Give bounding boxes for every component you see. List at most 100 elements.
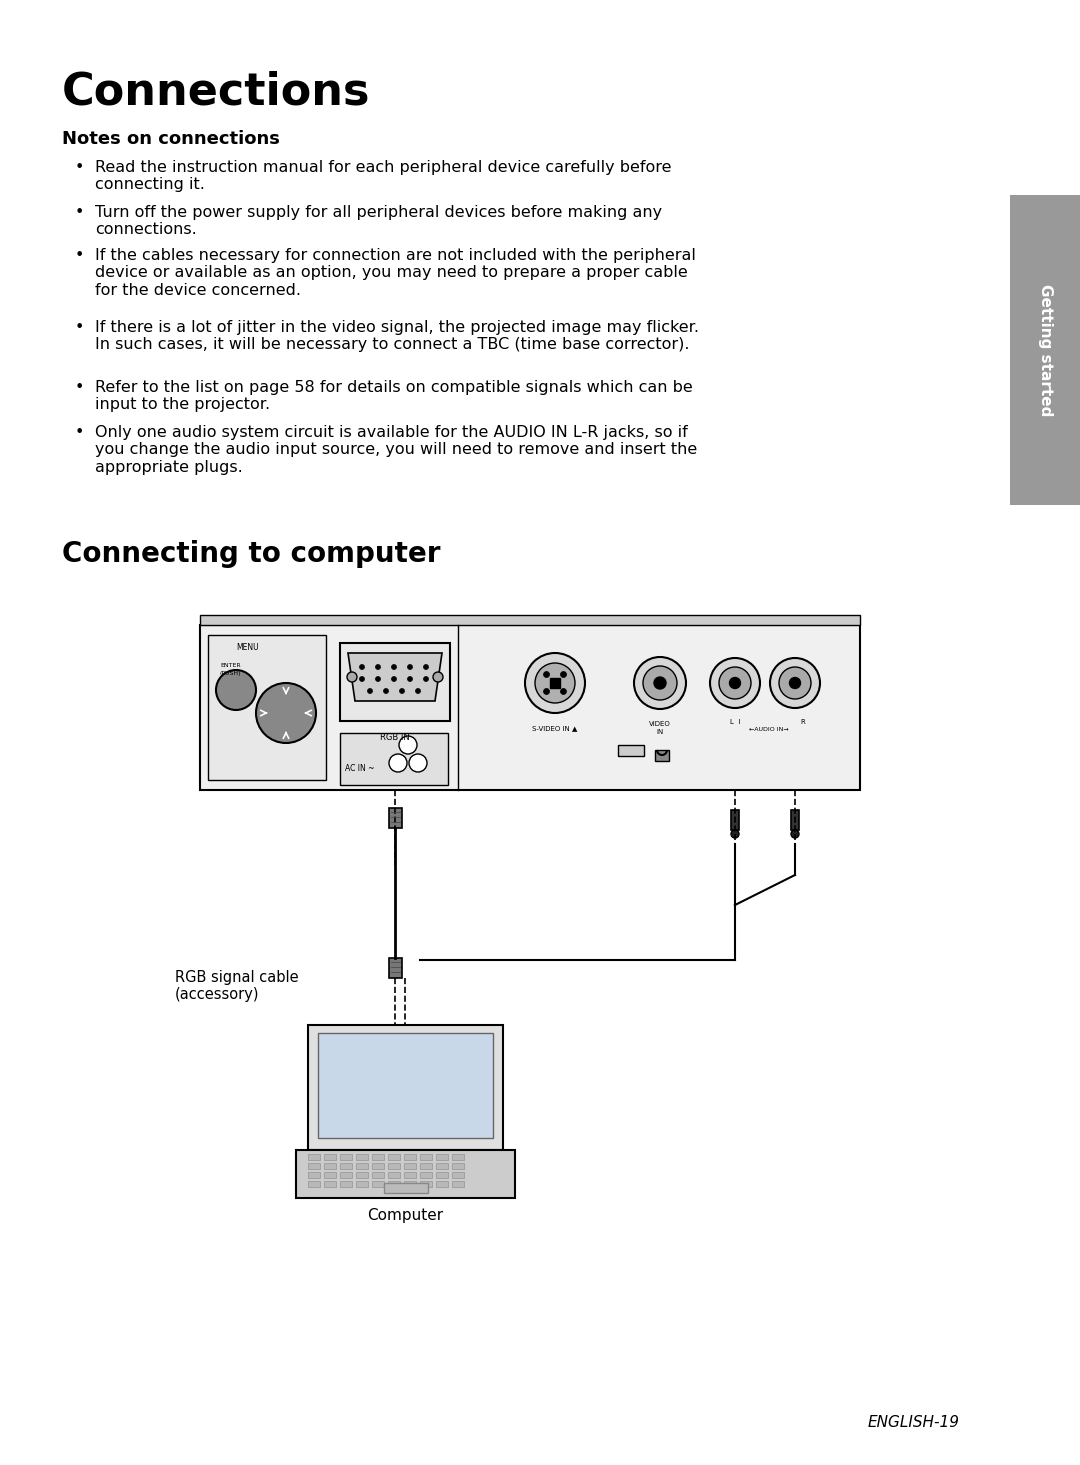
Text: R: R xyxy=(800,719,806,725)
Bar xyxy=(404,1154,416,1160)
Text: If there is a lot of jitter in the video signal, the projected image may flicker: If there is a lot of jitter in the video… xyxy=(95,319,699,353)
Circle shape xyxy=(643,667,677,700)
Text: Notes on connections: Notes on connections xyxy=(62,130,280,148)
Text: MENU: MENU xyxy=(237,643,258,652)
Bar xyxy=(388,1172,400,1178)
Circle shape xyxy=(216,670,256,711)
Bar xyxy=(420,1154,432,1160)
Text: •: • xyxy=(75,160,84,174)
Text: Turn off the power supply for all peripheral devices before making any
connectio: Turn off the power supply for all periph… xyxy=(95,205,662,237)
Bar xyxy=(388,1181,400,1187)
Circle shape xyxy=(367,689,373,693)
Circle shape xyxy=(256,683,316,743)
Circle shape xyxy=(383,689,389,693)
Text: Getting started: Getting started xyxy=(1038,284,1053,416)
Text: RGB IN: RGB IN xyxy=(380,732,410,741)
Bar xyxy=(356,1181,368,1187)
Bar xyxy=(200,626,860,790)
Text: ENGLISH-19: ENGLISH-19 xyxy=(868,1415,960,1430)
Bar xyxy=(453,1172,464,1178)
Circle shape xyxy=(543,689,550,694)
Bar xyxy=(453,1181,464,1187)
Text: •: • xyxy=(75,379,84,396)
Text: •: • xyxy=(75,248,84,264)
Bar xyxy=(1010,195,1080,505)
Bar xyxy=(436,1163,448,1169)
Text: ENTER: ENTER xyxy=(220,664,241,668)
Polygon shape xyxy=(348,653,442,700)
Text: •: • xyxy=(75,319,84,335)
Circle shape xyxy=(561,689,567,694)
Bar xyxy=(383,1184,428,1193)
Text: Refer to the list on page 58 for details on compatible signals which can be
inpu: Refer to the list on page 58 for details… xyxy=(95,379,692,413)
Circle shape xyxy=(654,677,666,689)
Bar xyxy=(324,1163,336,1169)
Bar xyxy=(340,1172,352,1178)
Text: Connections: Connections xyxy=(62,70,370,113)
Bar xyxy=(324,1154,336,1160)
Circle shape xyxy=(634,656,686,709)
Bar xyxy=(453,1154,464,1160)
Bar xyxy=(372,1181,384,1187)
Circle shape xyxy=(433,672,443,683)
Text: Connecting to computer: Connecting to computer xyxy=(62,541,441,568)
Circle shape xyxy=(779,667,811,699)
Bar xyxy=(324,1172,336,1178)
Circle shape xyxy=(360,665,365,670)
Bar xyxy=(308,1172,320,1178)
Circle shape xyxy=(391,677,396,681)
Circle shape xyxy=(360,677,365,681)
Circle shape xyxy=(389,754,407,772)
Circle shape xyxy=(543,671,550,677)
Bar xyxy=(318,1033,492,1138)
Text: (PUSH): (PUSH) xyxy=(220,671,242,675)
Circle shape xyxy=(391,665,396,670)
Bar xyxy=(340,1154,352,1160)
Bar xyxy=(404,1163,416,1169)
Bar xyxy=(200,615,860,626)
Bar xyxy=(372,1172,384,1178)
Bar xyxy=(340,1181,352,1187)
Circle shape xyxy=(719,667,751,699)
Text: ←AUDIO IN→: ←AUDIO IN→ xyxy=(750,727,788,732)
Bar xyxy=(308,1163,320,1169)
Bar xyxy=(389,958,402,979)
Circle shape xyxy=(400,689,405,693)
Circle shape xyxy=(423,677,429,681)
Bar xyxy=(296,1150,515,1198)
Circle shape xyxy=(535,664,575,703)
Bar xyxy=(420,1181,432,1187)
Circle shape xyxy=(729,677,741,689)
Bar xyxy=(404,1172,416,1178)
Bar xyxy=(404,1181,416,1187)
Text: S-VIDEO IN ▲: S-VIDEO IN ▲ xyxy=(532,725,578,731)
Bar xyxy=(324,1181,336,1187)
Text: L  I: L I xyxy=(730,719,740,725)
Bar xyxy=(388,1154,400,1160)
Text: •: • xyxy=(75,205,84,220)
Text: Computer: Computer xyxy=(367,1209,444,1223)
Circle shape xyxy=(770,658,820,708)
Text: AC IN ~: AC IN ~ xyxy=(345,765,375,774)
Bar xyxy=(340,732,448,785)
Text: RGB signal cable
(accessory): RGB signal cable (accessory) xyxy=(175,970,299,1002)
Circle shape xyxy=(407,677,413,681)
Circle shape xyxy=(525,653,585,713)
Text: IN: IN xyxy=(657,730,663,735)
Circle shape xyxy=(416,689,420,693)
Text: Only one audio system circuit is available for the AUDIO IN L-R jacks, so if
you: Only one audio system circuit is availab… xyxy=(95,425,698,475)
Circle shape xyxy=(376,677,380,681)
Text: •: • xyxy=(75,425,84,440)
Bar xyxy=(308,1026,503,1150)
Circle shape xyxy=(407,665,413,670)
Bar xyxy=(356,1154,368,1160)
Bar xyxy=(356,1172,368,1178)
Bar xyxy=(372,1163,384,1169)
Text: VIDEO: VIDEO xyxy=(649,721,671,727)
Bar xyxy=(618,746,644,756)
Bar xyxy=(388,1163,400,1169)
Circle shape xyxy=(791,831,799,838)
Text: Read the instruction manual for each peripheral device carefully before
connecti: Read the instruction manual for each per… xyxy=(95,160,672,192)
Bar xyxy=(791,810,799,831)
Bar xyxy=(308,1181,320,1187)
